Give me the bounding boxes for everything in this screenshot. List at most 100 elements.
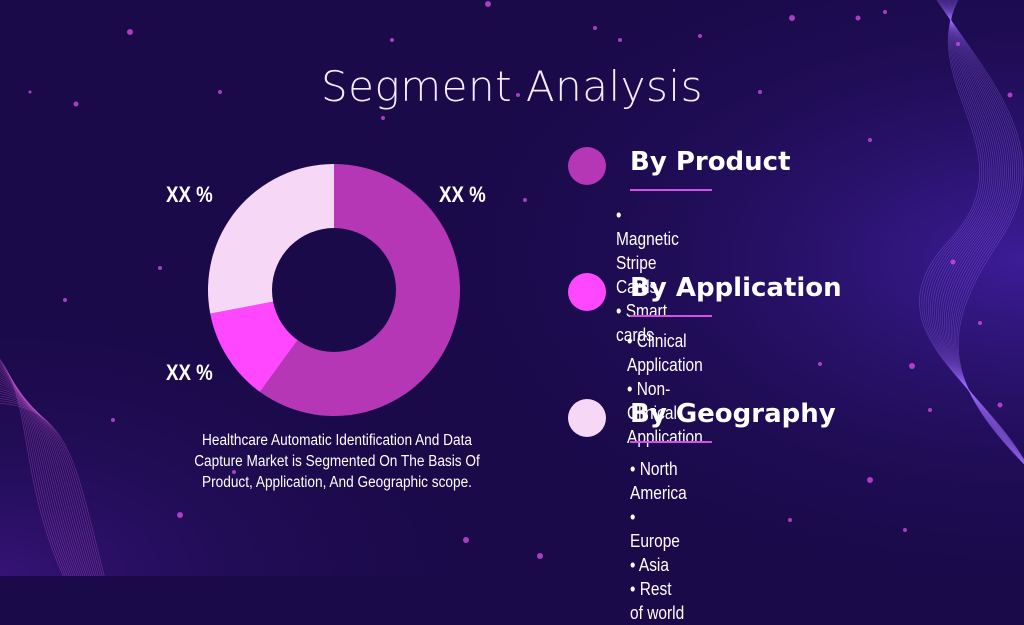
segment-divider <box>630 189 712 191</box>
sparkle <box>788 518 792 522</box>
wave-line <box>0 398 101 576</box>
sparkle <box>618 38 622 42</box>
wave-line <box>936 0 1024 463</box>
list-item: Magnetic Stripe Cards <box>616 203 679 299</box>
wave-line <box>0 358 64 576</box>
sparkle <box>232 470 236 474</box>
sparkle <box>523 198 527 202</box>
wave-line <box>942 0 1024 464</box>
sparkle <box>867 477 873 483</box>
wave-line <box>0 381 88 576</box>
wave-line <box>930 0 1024 462</box>
sparkle <box>516 93 520 97</box>
donut-hole <box>272 228 396 352</box>
sparkle <box>758 90 762 94</box>
segment-dot-icon <box>568 147 606 185</box>
sparkle <box>978 321 982 325</box>
segment-dot-icon <box>568 399 606 437</box>
wave-line <box>937 0 1024 465</box>
wave-line <box>938 0 1024 465</box>
sparkle <box>956 42 960 46</box>
sparkle <box>463 537 469 543</box>
wave-line <box>921 0 1024 461</box>
wave-line <box>0 366 74 576</box>
slice-label-light: XX % <box>166 182 213 207</box>
wave-line <box>939 0 1024 465</box>
sparkle <box>28 90 32 94</box>
wave-line <box>0 365 72 576</box>
wave-line <box>943 0 1024 464</box>
list-item: Clinical Application <box>627 329 703 377</box>
donut-chart <box>208 164 461 416</box>
wave-line <box>925 0 1024 462</box>
wave-line <box>0 390 95 576</box>
sparkle <box>997 402 1003 408</box>
slice-label-purple: XX % <box>439 182 486 207</box>
sparkle <box>868 138 872 142</box>
wave-line <box>919 0 1024 461</box>
wave-line <box>934 0 1024 463</box>
wave-line <box>0 388 94 576</box>
wave-line <box>944 0 1024 464</box>
sparkle <box>698 34 702 38</box>
wave-line <box>0 377 84 576</box>
list-item: North America <box>630 457 687 505</box>
list-item: Asia <box>630 553 687 577</box>
segment-dot-icon <box>568 273 606 311</box>
sparkle <box>903 528 907 532</box>
sparkle <box>485 1 491 7</box>
wave-line <box>0 402 105 576</box>
sparkle <box>390 38 394 42</box>
sparkle <box>1007 92 1013 98</box>
wave-line <box>932 0 1024 463</box>
sparkle <box>593 26 597 30</box>
wave-line <box>0 370 78 576</box>
segment-divider <box>630 441 712 443</box>
slice-label-pink: XX % <box>166 360 213 385</box>
segment-list: North America Europe Asia Rest of world <box>630 457 687 625</box>
sparkle <box>818 362 822 366</box>
wave-lines-left <box>0 358 105 576</box>
sparkle <box>909 363 915 369</box>
segment-heading: By Application <box>630 273 842 303</box>
wave-line <box>936 0 1024 465</box>
wave-line <box>941 0 1024 464</box>
sparkle <box>855 15 861 21</box>
wave-line <box>0 368 76 576</box>
sparkle <box>883 10 887 14</box>
wave-line <box>943 0 1024 464</box>
wave-line <box>940 0 1024 463</box>
sparkle <box>718 408 722 412</box>
sparkle <box>158 266 162 270</box>
sparkle <box>950 259 956 265</box>
wave-line <box>0 379 86 576</box>
chart-caption: Healthcare Automatic Identification And … <box>194 432 480 491</box>
sparkle <box>218 90 222 94</box>
page-title: Segment Analysis <box>321 62 703 111</box>
sparkle <box>177 512 183 518</box>
sparkle-dots <box>28 1 1013 559</box>
wave-line <box>938 0 1024 463</box>
wave-line <box>942 0 1024 464</box>
list-item: Europe <box>630 505 687 553</box>
list-item: Rest of world <box>630 577 687 625</box>
wave-lines-right <box>919 0 1024 465</box>
wave-line <box>927 0 1024 462</box>
sparkle <box>381 116 385 120</box>
sparkle <box>928 408 932 412</box>
sparkle <box>789 15 795 21</box>
wave-line <box>0 363 70 576</box>
wave-line <box>0 395 99 576</box>
segment-heading: By Product <box>630 147 791 177</box>
sparkle <box>127 29 133 35</box>
sparkle <box>73 101 79 107</box>
wave-line <box>0 361 68 576</box>
wave-line <box>0 393 97 576</box>
segment-heading: By Geography <box>630 399 836 429</box>
wave-line <box>0 360 66 576</box>
sparkle <box>63 298 67 302</box>
wave-line <box>0 372 80 576</box>
sparkle <box>111 418 115 422</box>
wave-line <box>0 374 82 576</box>
wave-line <box>923 0 1024 462</box>
